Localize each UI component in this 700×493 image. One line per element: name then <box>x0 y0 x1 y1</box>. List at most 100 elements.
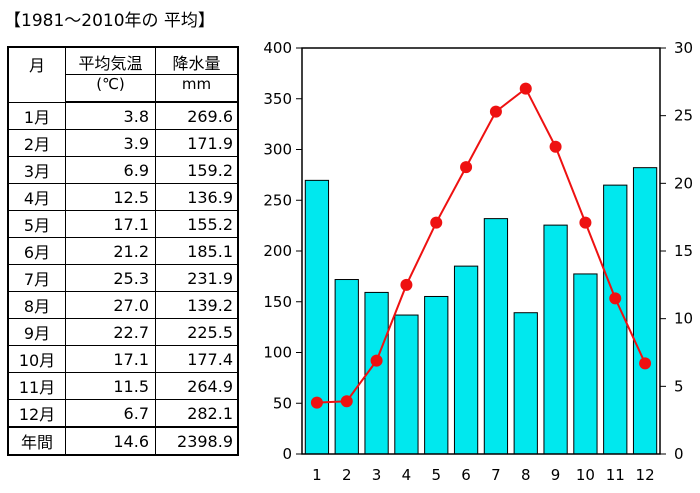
rain-cell: 155.2 <box>155 210 239 238</box>
table-total-row: 年間 14.6 2398.9 <box>7 426 239 456</box>
temperature-point <box>519 82 532 95</box>
temperature-point <box>460 161 473 174</box>
left-tick-label: 400 <box>263 39 292 57</box>
temp-cell: 12.5 <box>65 183 156 211</box>
rainfall-bar <box>543 224 568 455</box>
table-header-row: 月 平均気温 降水量 <box>7 46 239 103</box>
left-tick-label: 350 <box>263 90 292 108</box>
x-tick-label: 7 <box>491 466 501 484</box>
month-cell: 3月 <box>7 156 66 184</box>
temp-cell: 21.2 <box>65 237 156 265</box>
table-unit-row: (℃) mm <box>8 74 239 103</box>
left-tick-label: 250 <box>263 191 292 209</box>
left-tick-label: 50 <box>273 394 292 412</box>
x-tick-label: 12 <box>636 466 655 484</box>
table-row: 6月 21.2 185.1 <box>7 237 239 265</box>
table-row: 5月 17.1 155.2 <box>7 210 239 238</box>
x-tick-label: 5 <box>431 466 441 484</box>
temperature-point <box>430 216 443 229</box>
x-tick-label: 4 <box>402 466 412 484</box>
temperature-point <box>340 395 353 408</box>
temp-cell: 6.7 <box>65 399 156 428</box>
temperature-point <box>370 354 383 367</box>
x-tick-label: 3 <box>372 466 382 484</box>
rainfall-bar <box>513 312 538 455</box>
left-tick-label: 150 <box>263 293 292 311</box>
left-tick-label: 200 <box>263 242 292 260</box>
right-tick-label: 10 <box>674 310 693 328</box>
total-rain: 2398.9 <box>155 426 239 456</box>
rain-cell: 136.9 <box>155 183 239 211</box>
rainfall-bar <box>453 265 479 455</box>
temperature-point <box>400 278 413 291</box>
rainfall-bar <box>483 218 509 455</box>
temperature-point <box>579 216 592 229</box>
temp-cell: 6.9 <box>65 156 156 184</box>
rainfall-bar <box>603 184 628 455</box>
temperature-line-path <box>316 87 646 404</box>
month-header: 月 <box>7 46 66 103</box>
rainfall-bar <box>304 179 330 455</box>
rainfall-bar <box>632 167 658 455</box>
rainfall-bar <box>394 314 419 455</box>
temperature-point <box>609 292 622 305</box>
page-title: 【1981～2010年の 平均】 <box>4 11 215 31</box>
rain-cell: 159.2 <box>155 156 239 184</box>
rainfall-bars <box>304 167 658 455</box>
rainfall-bar <box>424 295 449 455</box>
temperature-line <box>310 82 652 409</box>
rain-cell: 139.2 <box>155 291 239 319</box>
right-tick-label: 5 <box>674 377 684 395</box>
rain-cell: 264.9 <box>155 372 239 400</box>
climate-table: 月 平均気温 降水量 (℃) mm 1月 3.8 269.6 2月 3.9 171.9 3月… <box>7 46 239 456</box>
x-tick-label: 8 <box>521 466 531 484</box>
right-tick-label: 30 <box>674 39 693 57</box>
temp-cell: 11.5 <box>65 372 156 400</box>
x-tick-label: 9 <box>551 466 561 484</box>
temp-header: 平均気温 <box>65 46 156 75</box>
x-tick-label: 1 <box>312 466 322 484</box>
x-tick-label: 10 <box>576 466 595 484</box>
table-row: 8月 27.0 139.2 <box>7 291 239 319</box>
table-row: 4月 12.5 136.9 <box>7 183 239 211</box>
temp-cell: 17.1 <box>65 345 156 373</box>
month-cell: 8月 <box>7 291 66 319</box>
temp-cell: 3.9 <box>65 129 156 157</box>
table-row: 11月 11.5 264.9 <box>7 372 239 400</box>
temp-cell: 27.0 <box>65 291 156 319</box>
x-tick-label: 2 <box>342 466 352 484</box>
right-tick-label: 20 <box>674 174 693 192</box>
table-row: 12月 6.7 282.1 <box>7 399 239 428</box>
temp-cell: 3.8 <box>65 101 156 130</box>
x-tick-label: 6 <box>461 466 471 484</box>
rain-unit: mm <box>155 74 239 103</box>
right-tick-label: 0 <box>674 445 684 463</box>
rain-cell: 171.9 <box>155 129 239 157</box>
month-cell: 2月 <box>7 129 66 157</box>
table-row: 3月 6.9 159.2 <box>7 156 239 184</box>
temperature-point <box>489 105 502 118</box>
right-tick-label: 15 <box>674 242 693 260</box>
rain-cell: 282.1 <box>155 399 239 428</box>
rainfall-bar <box>334 279 359 455</box>
table-row: 1月 3.8 269.6 <box>7 101 239 130</box>
table-row: 2月 3.9 171.9 <box>7 129 239 157</box>
temp-cell: 22.7 <box>65 318 156 346</box>
left-tick-label: 100 <box>263 344 292 362</box>
rain-cell: 185.1 <box>155 237 239 265</box>
rainfall-bar <box>573 273 598 455</box>
right-tick-label: 25 <box>674 107 693 125</box>
temperature-point <box>639 357 652 370</box>
left-tick-label: 300 <box>263 141 292 159</box>
temp-unit: (℃) <box>65 74 156 103</box>
temperature-point <box>310 396 323 409</box>
total-label: 年間 <box>7 426 66 456</box>
temperature-point <box>549 140 562 153</box>
rain-cell: 177.4 <box>155 345 239 373</box>
left-tick-label: 0 <box>282 445 292 463</box>
rain-header: 降水量 <box>155 46 239 75</box>
month-cell: 12月 <box>7 399 66 428</box>
total-temp: 14.6 <box>65 426 156 456</box>
